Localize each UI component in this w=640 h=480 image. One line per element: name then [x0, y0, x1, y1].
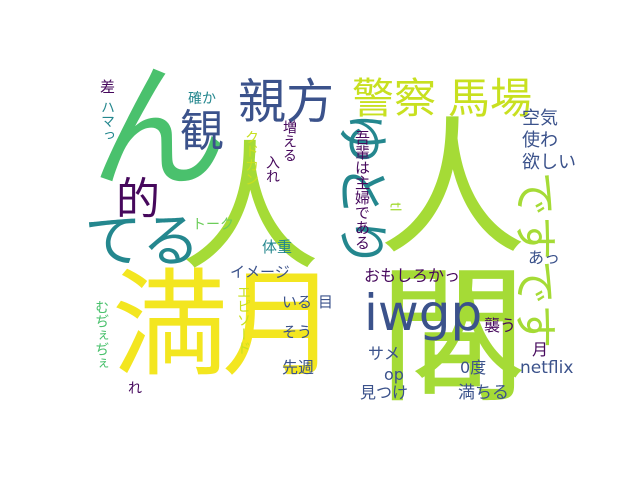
word-fueru: 増える: [281, 120, 297, 162]
word-re: れ: [128, 381, 142, 397]
word-teru: てる: [84, 207, 201, 275]
word-osou: 襲う: [484, 316, 517, 335]
word-talk: トーク: [192, 217, 234, 233]
word-iwgp: iwgp: [364, 284, 483, 342]
word-hito-green: 人: [180, 128, 321, 291]
word-same: サメ: [368, 344, 401, 363]
word-mitsuke: 見つけ: [360, 383, 409, 402]
word-kan: 観: [180, 106, 224, 157]
word-baba: 馬場: [448, 74, 533, 123]
word-mangetsu: 満月: [112, 258, 338, 393]
word-senshuu: 先週: [282, 358, 315, 377]
word-michiru: 満ちる: [458, 383, 509, 403]
word-me: 目: [318, 293, 334, 311]
word-hito-lime: 人: [410, 262, 526, 397]
word-sa: 差: [100, 78, 116, 96]
word-episode: エピソード: [235, 285, 251, 355]
word-tsukawa: 使わ: [522, 130, 558, 151]
word-iru: いる: [282, 293, 313, 311]
word-muzee: むぢぇぢぇ: [93, 300, 109, 370]
word-tl: tl: [386, 202, 403, 212]
word-teki: 的: [116, 174, 160, 225]
word-omoshiroka: おもしろかっ: [364, 266, 461, 285]
word-tashika: 確か: [188, 91, 216, 107]
word-netflix: netflix: [520, 358, 574, 378]
word-keisatsu: 警察: [352, 74, 437, 123]
word-aa: あっ: [528, 248, 561, 267]
word-image: イメージ: [230, 263, 290, 281]
word-op: op: [384, 365, 404, 384]
word-sou: そう: [282, 323, 313, 341]
word-reido: 0度: [460, 358, 487, 377]
word-ningen: 人間: [353, 110, 525, 406]
word-oyakata: 親方: [238, 74, 335, 130]
word-tsuki: 月: [532, 340, 549, 359]
word-kuuki: 空気: [522, 108, 558, 129]
word-n: ん: [90, 48, 229, 209]
word-ireru: 入れ: [264, 155, 280, 183]
word-hoshii: 欲しい: [522, 152, 576, 173]
word-wagahai: 吾輩は主婦である: [353, 130, 371, 250]
word-hamattsu: ハマっ: [99, 100, 115, 142]
word-kudokan: クドカン: [243, 130, 259, 186]
word-taijuu: 体重: [262, 238, 293, 256]
